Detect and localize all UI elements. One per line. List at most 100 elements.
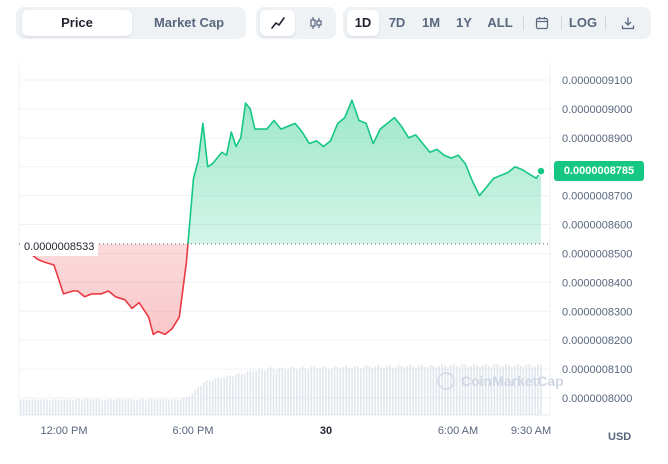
line-chart-icon bbox=[270, 17, 285, 29]
volume-bar bbox=[432, 365, 435, 415]
volume-bar bbox=[69, 399, 71, 415]
y-tick-label: 0.0000008600 bbox=[562, 220, 632, 232]
current-price-marker bbox=[536, 166, 546, 176]
volume-bar bbox=[95, 399, 98, 415]
volume-bar bbox=[214, 378, 217, 415]
volume-bar bbox=[406, 366, 409, 415]
volume-bar bbox=[107, 399, 109, 415]
volume-bar bbox=[481, 365, 484, 415]
area-above-reference bbox=[187, 100, 541, 244]
y-axis: 0.0000008000 0.0000008100 0.0000008200 0.00… bbox=[562, 75, 632, 405]
log-scale-button[interactable]: LOG bbox=[568, 15, 598, 30]
volume-bar bbox=[537, 364, 539, 415]
volume-bar bbox=[229, 375, 231, 415]
current-price-dot bbox=[536, 166, 546, 176]
range-all[interactable]: ALL bbox=[487, 15, 513, 30]
tab-market-cap[interactable]: Market Cap bbox=[153, 15, 225, 30]
volume-bar bbox=[165, 399, 167, 415]
range-1d[interactable]: 1D bbox=[347, 10, 379, 36]
volume-bar bbox=[467, 366, 470, 415]
tab-price[interactable]: Price bbox=[22, 10, 132, 36]
volume-bar bbox=[81, 399, 83, 415]
volume-bar bbox=[473, 364, 475, 415]
volume-bar bbox=[278, 367, 281, 415]
volume-bar bbox=[540, 364, 542, 415]
volume-bar bbox=[484, 364, 487, 415]
volume-bar bbox=[496, 364, 499, 415]
volume-bar bbox=[121, 399, 124, 415]
volume-bar bbox=[415, 367, 417, 415]
volume-bar bbox=[197, 387, 199, 415]
volume-bar bbox=[246, 371, 249, 415]
x-tick-label: 6:00 PM bbox=[173, 425, 214, 437]
volume-bar bbox=[409, 364, 411, 415]
coinmarketcap-logo-icon bbox=[437, 372, 455, 390]
volume-bar bbox=[133, 399, 135, 415]
volume-bar bbox=[150, 398, 153, 415]
volume-bar bbox=[205, 380, 208, 415]
toolbar-divider bbox=[561, 16, 562, 30]
volume-bar bbox=[156, 399, 159, 415]
volume-bar bbox=[92, 399, 95, 415]
candlestick-button[interactable] bbox=[298, 10, 333, 36]
reference-price-label: 0.0000008533 bbox=[20, 238, 99, 256]
volume-bar bbox=[226, 375, 228, 415]
y-tick-label: 0.0000008000 bbox=[562, 393, 632, 405]
volume-bar bbox=[211, 380, 214, 415]
calendar-icon bbox=[535, 17, 549, 30]
volume-bar bbox=[232, 376, 234, 415]
volume-bar bbox=[51, 399, 54, 415]
volume-bar bbox=[394, 367, 397, 415]
volume-bar bbox=[531, 366, 533, 415]
line-chart-button[interactable] bbox=[260, 10, 295, 36]
volume-bar bbox=[72, 400, 74, 415]
volume-bar bbox=[365, 365, 368, 415]
range-1y[interactable]: 1Y bbox=[456, 15, 472, 30]
volume-bar bbox=[34, 399, 37, 415]
volume-bar bbox=[188, 396, 191, 415]
volume-bar bbox=[490, 366, 493, 415]
volume-bar bbox=[136, 400, 138, 415]
volume-bar bbox=[281, 367, 284, 415]
volume-bar bbox=[464, 364, 467, 415]
range-7d[interactable]: 7D bbox=[388, 15, 406, 30]
volume-bar bbox=[298, 368, 301, 415]
volume-bar bbox=[66, 399, 69, 415]
volume-bar bbox=[139, 399, 141, 415]
volume-bar bbox=[351, 368, 353, 415]
volume-bar bbox=[40, 399, 42, 415]
volume-bar bbox=[403, 367, 406, 415]
volume-bar bbox=[208, 380, 211, 415]
volume-bar bbox=[499, 366, 502, 415]
volume-bar bbox=[264, 370, 266, 415]
volume-bar bbox=[25, 399, 28, 415]
volume-bar bbox=[98, 399, 101, 415]
volume-bar bbox=[293, 367, 295, 415]
range-1m[interactable]: 1M bbox=[421, 15, 441, 30]
volume-bar bbox=[362, 367, 365, 415]
metric-toggle: Price Market Cap bbox=[16, 7, 246, 39]
volume-bar bbox=[159, 399, 162, 415]
volume-bar bbox=[458, 366, 461, 415]
volume-bar bbox=[397, 364, 400, 415]
volume-bar bbox=[452, 364, 455, 415]
volume-bar bbox=[86, 398, 89, 415]
volume-bar bbox=[220, 378, 223, 415]
volume-bar bbox=[301, 366, 304, 415]
volume-bar bbox=[354, 366, 356, 415]
calendar-button[interactable] bbox=[527, 10, 557, 36]
volume-bar bbox=[487, 366, 490, 415]
volume-bar bbox=[380, 366, 382, 415]
volume-bar bbox=[124, 399, 127, 415]
volume-bar bbox=[203, 382, 205, 415]
currency-label: USD bbox=[608, 431, 632, 443]
volume-bar bbox=[240, 373, 243, 415]
volume-bar bbox=[327, 368, 330, 415]
volume-bar bbox=[284, 369, 287, 415]
volume-bar bbox=[287, 368, 289, 415]
volume-bar bbox=[386, 365, 388, 415]
y-tick-label: 0.0000008300 bbox=[562, 306, 632, 318]
download-button[interactable] bbox=[611, 10, 645, 36]
volume-bar bbox=[505, 364, 507, 415]
